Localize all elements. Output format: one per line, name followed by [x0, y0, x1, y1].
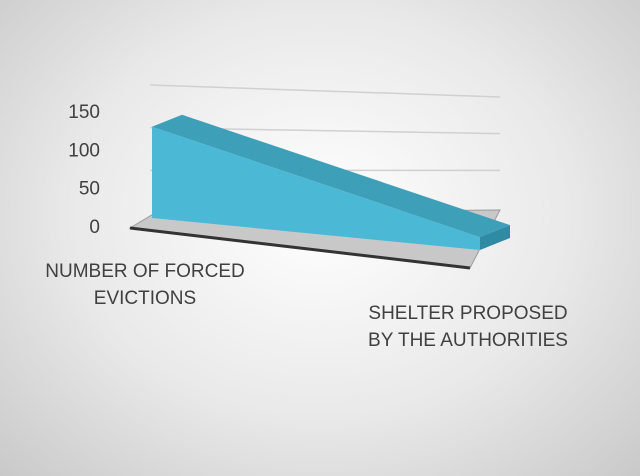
area — [152, 126, 480, 250]
floor-edge — [129, 226, 471, 270]
area-top — [152, 114, 510, 238]
grid-line — [149, 84, 501, 98]
y-tick-label: 0 — [89, 217, 100, 238]
y-tick-label: 100 — [68, 140, 100, 161]
area-side — [480, 225, 510, 250]
x-tick-label: NUMBER OF FORCED EVICTIONS — [45, 261, 245, 309]
y-tick-label: 150 — [68, 102, 100, 123]
x-tick-label: SHELTER PROPOSED BY THE AUTHORITIES — [368, 303, 568, 351]
y-tick-label: 50 — [79, 179, 100, 200]
